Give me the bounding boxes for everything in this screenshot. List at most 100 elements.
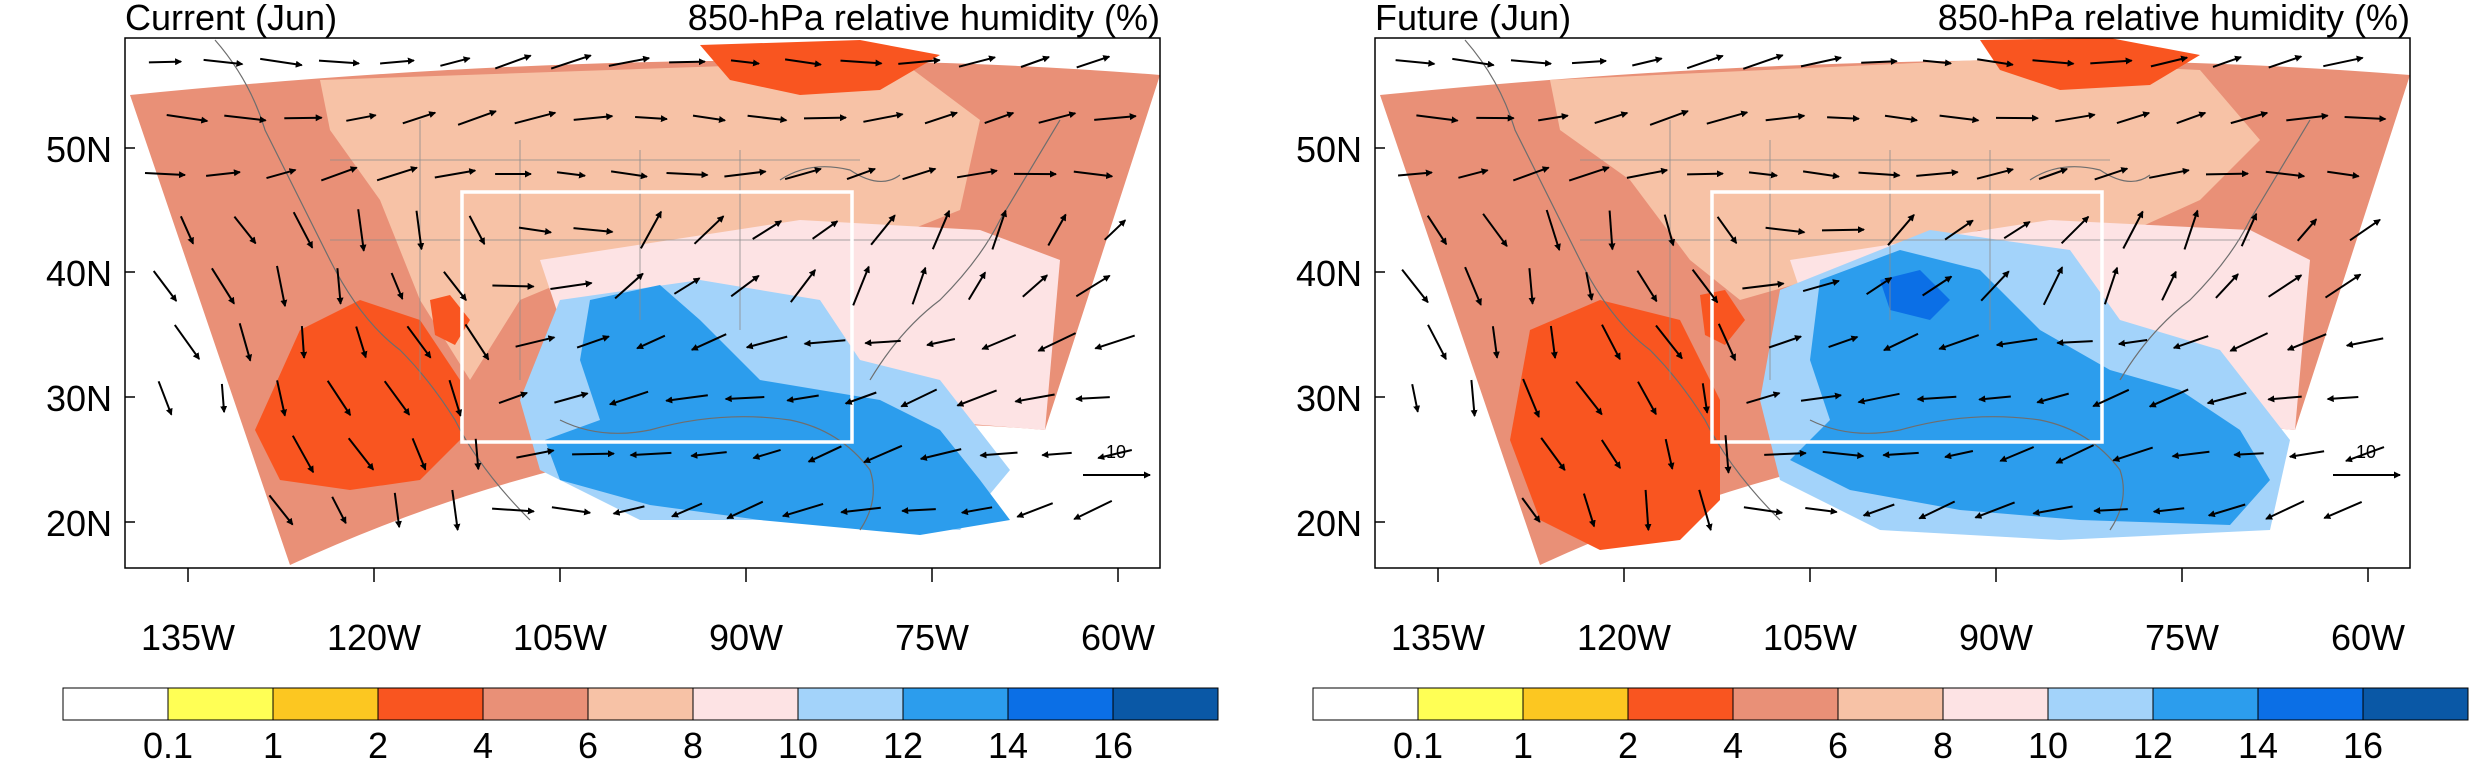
wind-vector <box>665 394 708 404</box>
wind-vector <box>494 54 532 70</box>
wind-vector <box>1411 384 1421 413</box>
wind-vector <box>926 338 956 348</box>
wind-vector <box>291 435 315 474</box>
wind-vector <box>956 168 998 179</box>
wind-vector <box>671 502 703 518</box>
wind-vector <box>347 437 375 471</box>
lat-tick-label: 50N <box>1296 129 1362 170</box>
wind-vector <box>1510 59 1552 67</box>
wind-vector <box>1104 219 1127 241</box>
wind-vector <box>864 339 901 347</box>
wind-vector <box>1470 379 1478 417</box>
wind-vector <box>376 166 418 182</box>
wind-vector <box>629 451 672 459</box>
reference-vector: 10 <box>2333 442 2401 479</box>
wind-vector <box>1882 451 1919 459</box>
wind-vector <box>2171 450 2210 460</box>
wind-vector <box>2327 170 2360 179</box>
panel-title-left: Current (Jun) <box>125 0 337 38</box>
wind-vector <box>179 215 195 245</box>
wind-vectors <box>1395 53 2387 532</box>
wind-vector <box>1980 270 2010 302</box>
wind-vector <box>573 227 614 235</box>
east-coast <box>2119 119 2311 381</box>
wind-vector <box>1821 226 1865 234</box>
wind-vector <box>1600 439 1622 469</box>
colorbar-label: 16 <box>2343 725 2383 765</box>
wind-vector <box>1687 170 1724 178</box>
map-frame <box>124 37 1161 569</box>
wind-vector <box>2152 507 2185 515</box>
wind-vector <box>1976 167 2014 180</box>
wind-vector <box>572 450 615 458</box>
wind-vector <box>1522 378 1540 418</box>
wind-vector <box>576 335 610 349</box>
wind-vector <box>300 326 308 359</box>
colorbar-label: 4 <box>473 725 493 765</box>
colorbar-label: 2 <box>1618 725 1638 765</box>
wind-vector <box>956 389 997 407</box>
wind-vector <box>1768 335 1802 349</box>
wind-vector <box>2055 112 2096 123</box>
lon-tick-label: 105W <box>1763 617 1857 658</box>
wind-vector <box>666 171 709 179</box>
field-orange-north <box>1980 38 2200 90</box>
wind-vector <box>911 266 927 305</box>
wind-vector <box>931 209 951 250</box>
wind-vector <box>2117 339 2148 347</box>
wind-vector <box>2116 111 2151 125</box>
wind-vector <box>2345 446 2385 463</box>
wind-vector <box>2267 395 2302 403</box>
wind-vector <box>1827 114 1860 122</box>
colorbar: 0.1 1 2 4 6 8 10 12 14 16 <box>62 687 1219 765</box>
wind-vector <box>2268 274 2303 298</box>
wind-vector <box>1977 58 2014 68</box>
colorbar-boxes <box>1312 687 2469 721</box>
wind-vector <box>2149 167 2190 179</box>
wind-vector <box>1861 57 1898 65</box>
wind-vector <box>863 444 903 464</box>
wind-vector <box>1075 274 1111 298</box>
wind-vector <box>2206 391 2247 405</box>
wind-vector <box>1916 169 1959 177</box>
lon-tick-label: 105W <box>513 617 607 658</box>
wind-vector <box>1549 325 1558 359</box>
panel-title-right: 850-hPa relative humidity (%) <box>688 0 1160 38</box>
wind-vector <box>2060 215 2090 245</box>
wind-vector <box>2286 112 2329 122</box>
wind-vector <box>840 59 883 67</box>
lat-tick-label: 20N <box>1296 503 1362 544</box>
wind-vector <box>1538 113 1569 122</box>
wind-vector <box>1041 451 1072 459</box>
wind-vector <box>2032 505 2073 516</box>
colorbar-label: 6 <box>1828 725 1848 765</box>
wind-vector <box>730 59 760 67</box>
wind-vector <box>326 380 352 417</box>
wind-vector <box>1717 323 1737 362</box>
wind-vector <box>803 114 847 122</box>
map-frame <box>1374 37 2411 569</box>
wind-vector <box>752 448 781 460</box>
wind-vector <box>492 282 535 290</box>
wind-vector <box>556 171 586 179</box>
colorbar-label: 0.1 <box>1393 725 1443 765</box>
wind-vector <box>516 448 555 459</box>
wind-vector <box>690 333 727 351</box>
wind-vector <box>673 277 701 295</box>
wind-vector <box>781 502 824 518</box>
colorbar-label: 10 <box>2028 725 2068 765</box>
wind-vector <box>863 111 904 123</box>
lon-tick-label: 60W <box>1081 617 1155 658</box>
wind-vector <box>846 167 876 181</box>
wind-vector <box>233 215 257 245</box>
wind-vector <box>2036 392 2069 405</box>
wind-vector <box>745 335 788 350</box>
wind-vector <box>2230 111 2269 125</box>
wind-vector <box>2323 500 2363 520</box>
wind-vector <box>1458 168 1489 179</box>
wind-vector <box>1978 395 2011 403</box>
great-lakes <box>779 166 901 182</box>
wind-vector <box>2265 170 2306 179</box>
wind-vector <box>1075 395 1110 403</box>
wind-vector <box>238 323 253 362</box>
